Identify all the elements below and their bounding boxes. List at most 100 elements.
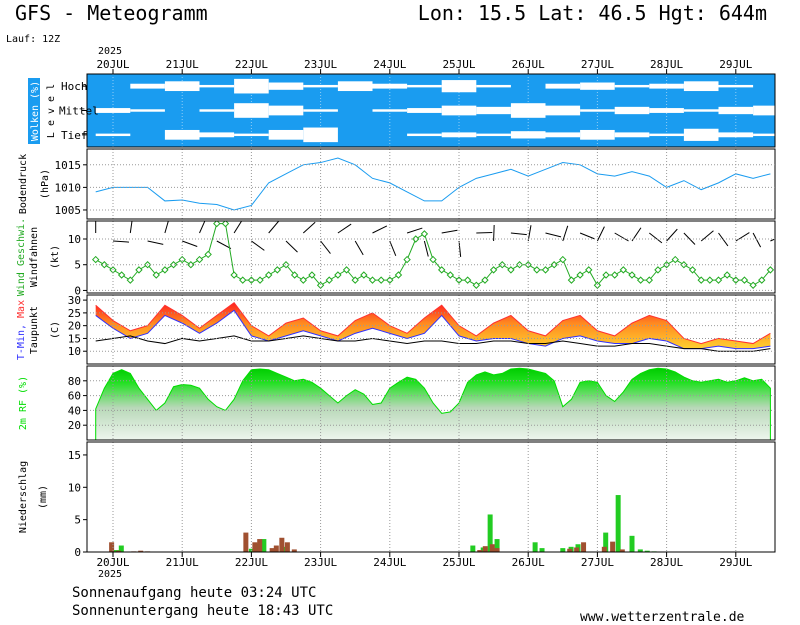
precip-bar-konvektiv bbox=[470, 545, 476, 552]
location-readout: Lon: 15.5 Lat: 46.5 Hgt: 644m bbox=[417, 1, 767, 25]
y-tick-label: 10 bbox=[68, 481, 81, 494]
wind-yunit: (kt) bbox=[50, 245, 61, 269]
x-tick-label-top: 26JUL bbox=[512, 58, 545, 71]
cloud-level-label: Hoch bbox=[61, 80, 88, 93]
precip-bar-stratiform bbox=[252, 542, 258, 552]
y-tick-label: 0 bbox=[74, 284, 81, 297]
wind-speed-point bbox=[256, 276, 264, 284]
model-title: GFS - Meteogramm bbox=[15, 1, 208, 25]
wind-speed-point bbox=[308, 271, 316, 279]
wind-speed-point bbox=[688, 266, 697, 274]
wind-speed-point bbox=[766, 266, 775, 274]
y-tick-label: 10 bbox=[68, 233, 81, 246]
cloud-cell-mittel bbox=[407, 108, 442, 113]
cloud-cell-tief bbox=[476, 133, 511, 137]
wind-speed-point bbox=[541, 266, 550, 274]
wind-speed-point bbox=[671, 255, 679, 264]
cloud-cell-hoch bbox=[199, 84, 235, 88]
wind-barb bbox=[354, 240, 364, 256]
y-tick-label: 40 bbox=[68, 404, 81, 417]
cloud-level-label: Mittel bbox=[59, 105, 99, 118]
wind-speed-point bbox=[342, 266, 351, 274]
cloud-cell-hoch bbox=[407, 84, 442, 88]
wind-speed-point bbox=[161, 266, 169, 274]
wind-speed-point bbox=[567, 276, 576, 284]
x-tick-label-top: 28JUL bbox=[650, 58, 683, 71]
temp-yunit: (C) bbox=[50, 321, 61, 339]
wind-barb bbox=[389, 240, 397, 257]
precip-bar-konvektiv bbox=[261, 539, 267, 552]
y-tick-label: 20 bbox=[68, 419, 81, 432]
wind-barb bbox=[770, 238, 775, 242]
wind-speed-point bbox=[732, 276, 740, 284]
precip-bar-stratiform bbox=[619, 549, 625, 552]
run-label: Lauf: 12Z bbox=[6, 34, 61, 45]
wind-speed-point bbox=[412, 235, 420, 243]
wind-speed-point bbox=[749, 281, 757, 289]
cloud-cell-hoch bbox=[545, 83, 581, 89]
wind-speed-point bbox=[403, 255, 411, 264]
wind-speed-point bbox=[463, 276, 472, 284]
wind-speed-point bbox=[247, 276, 256, 284]
wind-speed-point bbox=[152, 271, 160, 279]
wind-barb bbox=[614, 232, 629, 242]
wind-speed-point bbox=[360, 271, 368, 279]
precip-bar-konvektiv bbox=[532, 542, 538, 552]
precip-bar-konvektiv bbox=[560, 548, 566, 552]
x-tick-label-bottom: 22JUL bbox=[235, 556, 268, 569]
precip-bar-stratiform bbox=[601, 546, 607, 552]
wind-speed-point bbox=[264, 271, 273, 279]
x-tick-label-bottom: 23JUL bbox=[304, 556, 337, 569]
wind-speed-point bbox=[437, 266, 446, 274]
sunrise-text: Sonnenaufgang heute 03:24 UTC bbox=[72, 585, 317, 601]
precip-bar-stratiform bbox=[243, 532, 249, 552]
cloud-panel bbox=[87, 74, 775, 147]
wind-speed-point bbox=[178, 255, 186, 264]
wind-speed-point bbox=[628, 271, 636, 279]
cloud-level-label: Tief bbox=[61, 129, 88, 142]
y-tick-label: 15 bbox=[68, 332, 81, 345]
wind-speed-point bbox=[187, 261, 195, 269]
precip-bar-stratiform bbox=[291, 549, 297, 552]
wind-speed-point bbox=[204, 250, 212, 259]
temperature-series bbox=[95, 301, 771, 352]
wind-speed-point bbox=[386, 276, 394, 284]
cloud-cell-mittel bbox=[545, 105, 581, 116]
precip-bar-stratiform bbox=[116, 550, 122, 552]
source-link[interactable]: www.wetterzentrale.de bbox=[580, 610, 745, 625]
dewpoint-line bbox=[95, 335, 771, 352]
wind-barb bbox=[476, 231, 493, 234]
precip-bar-stratiform bbox=[610, 541, 616, 552]
x-tick-label-top: 21JUL bbox=[166, 58, 199, 71]
precip-bar-stratiform bbox=[567, 548, 573, 552]
wind-speed-point bbox=[221, 221, 230, 228]
wind-speed-point bbox=[230, 271, 238, 279]
cloud-cell-hoch bbox=[476, 84, 511, 88]
wind-barb bbox=[112, 240, 129, 243]
wind-speed-point bbox=[117, 271, 126, 279]
cloud-cell-mittel bbox=[268, 105, 304, 116]
y-tick-label: 1010 bbox=[55, 181, 82, 194]
x-tick-label-top: 29JUL bbox=[719, 58, 752, 71]
wind-speed-point bbox=[697, 276, 705, 284]
wind-speed-point bbox=[126, 276, 135, 284]
panel-frame-temperature bbox=[86, 294, 776, 365]
precip-bar-stratiform bbox=[574, 547, 580, 552]
wind-speed-point bbox=[714, 276, 723, 284]
wind-barb bbox=[182, 240, 198, 247]
wind-barb bbox=[216, 240, 232, 249]
wind-speed-point bbox=[239, 276, 247, 284]
wind-barb bbox=[337, 223, 352, 234]
wind-barb bbox=[752, 232, 762, 248]
wind-speed-point bbox=[316, 281, 325, 289]
cloud-cell-mittel bbox=[683, 109, 719, 112]
precip-bar-konvektiv bbox=[629, 535, 635, 552]
precip-bar-stratiform bbox=[269, 548, 275, 552]
cloud-ylabel: Wolken (%) bbox=[30, 81, 41, 141]
precip-bar-konvektiv bbox=[487, 514, 493, 552]
cloud-cell-mittel bbox=[614, 106, 650, 115]
wind-series bbox=[91, 221, 775, 289]
panel-frame-wind bbox=[86, 220, 776, 294]
wind-barb bbox=[164, 221, 169, 234]
y-tick-label: 1015 bbox=[55, 159, 82, 172]
